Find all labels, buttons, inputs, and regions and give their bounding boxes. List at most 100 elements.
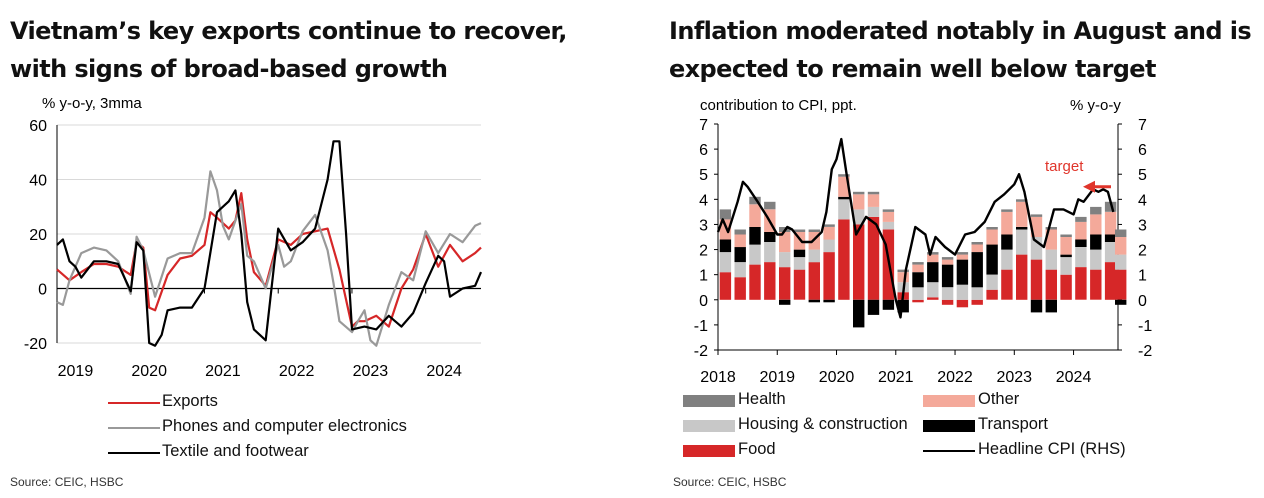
bar-segment-housing-construction [838,199,850,220]
bar-segment-food [719,272,732,300]
bar-segment-transport [971,252,983,288]
bar-segment-other [823,227,835,240]
bar-segment-housing-construction [882,221,895,230]
bar-segment-food [1090,269,1102,300]
x-tick-label: 2022 [279,363,315,380]
bar-segment-other [779,232,791,253]
legend-label-food: Food [738,440,776,458]
y-tick-label-right: 7 [1138,117,1147,134]
target-arrow-head [1083,180,1095,193]
legend-swatch-transport [923,420,975,432]
bar-segment-housing-construction [823,239,835,253]
bar-segment-other [986,229,998,245]
legend-swatch-housing [683,420,735,432]
y-tick-label-right: 1 [1138,268,1147,285]
bar-segment-health [927,252,939,255]
legend-label-other: Other [978,390,1020,408]
bar-segment-transport [1075,239,1087,247]
bar-segment-transport [779,299,791,305]
bar-segment-health [882,209,895,212]
bar-segment-other [1045,229,1057,250]
right-chart-title: Inflation moderated notably in August an… [669,17,1252,83]
y-tick-label-right: 2 [1138,243,1147,260]
legend-swatch-other [923,395,975,407]
bar-segment-housing-construction [1104,242,1117,263]
bar-segment-housing-construction [1115,254,1127,270]
legend-label-exports: Exports [162,392,218,410]
x-tick-label: 2021 [878,369,914,386]
y-tick-label-left: 7 [699,117,708,134]
bar-segment-food [1060,274,1072,300]
left-chart-title: Vietnam’s key exports continue to recove… [10,17,567,83]
bar-segment-housing-construction [927,282,939,298]
legend-label-health: Health [738,390,786,408]
bar-segment-food [912,299,924,303]
bar-segment-other [1030,216,1043,237]
bar-segment-other [1090,214,1102,235]
bar-segment-other [1104,211,1117,235]
bar-segment-other [927,254,939,263]
bar-segment-health [853,191,865,195]
y-tick-label: -20 [24,336,47,353]
legend-swatch-health [683,395,735,407]
bar-segment-food [1001,269,1013,300]
bar-segment-transport [956,259,969,285]
bar-segment-food [867,216,880,300]
bar-segment-health [971,242,983,245]
bar-segment-food [823,252,835,300]
bar-segment-housing-construction [853,209,865,225]
bar-segment-health [1104,201,1117,212]
headline-cpi-line [716,137,1115,319]
y-axis-title: % y-o-y, 3mma [42,95,142,112]
x-tick-label: 2018 [700,369,736,386]
y-tick-label-right: 6 [1138,142,1147,159]
y-tick-label-right: -1 [1138,318,1152,335]
x-tick-label: 2019 [58,363,94,380]
right-chart-panel: Inflation moderated notably in August an… [665,0,1264,498]
bar-segment-transport [867,299,880,315]
y-tick-label-right: -2 [1138,343,1152,360]
bar-segment-health [749,196,761,205]
bar-segment-transport [1045,299,1057,313]
bar-segment-food [1115,269,1127,300]
bar-segment-health [912,262,924,265]
bar-segment-transport [719,239,732,253]
bar-segment-housing-construction [1090,249,1102,270]
bar-segment-health [1090,206,1102,215]
bar-segment-health [719,209,732,220]
left-source-note: Source: CEIC, HSBC [10,475,124,489]
bar-segment-housing-construction [1016,229,1028,255]
bar-segment-food [1016,254,1028,300]
x-tick-label: 2023 [996,369,1032,386]
bar-segment-housing-construction [734,262,746,278]
bar-segment-health [1016,199,1028,202]
x-tick-label: 2023 [353,363,389,380]
bar-segment-health [1075,216,1087,222]
bar-segment-transport [941,264,954,288]
y-tick-label-left: 6 [699,142,708,159]
bar-segment-transport [808,299,820,303]
y-tick-label-right: 4 [1138,192,1147,209]
bar-segment-transport [1001,234,1013,250]
bar-segment-housing-construction [912,287,924,300]
bar-segment-other [971,244,983,252]
bar-segment-other [867,194,880,207]
bar-segment-health [1045,227,1057,230]
bar-segment-transport [912,272,924,288]
x-tick-label: 2022 [937,369,973,386]
bar-segment-health [793,229,806,232]
bar-segment-transport [1060,254,1072,258]
bar-segment-other [1001,211,1013,235]
bar-segment-housing-construction [1045,249,1057,270]
left-chart-panel: Vietnam’s key exports continue to recove… [0,0,630,498]
bar-segment-transport [897,299,909,313]
legend-label-textile: Textile and footwear [162,442,309,460]
cpi-stacked-bar-chart: -2 -2 -1 -1 0 0 1 1 2 2 3 3 4 4 5 5 6 6 7 7 2018 2019 2020 2021… [694,97,1153,386]
bar-segment-housing-construction [779,252,791,268]
x-tick-label: 2024 [426,363,462,380]
bar-segment-housing-construction [1075,247,1087,268]
legend-label-transport: Transport [978,415,1048,433]
bar-segment-other [719,219,732,240]
x-tick-label: 2021 [205,363,241,380]
x-tick-label: 2019 [759,369,795,386]
